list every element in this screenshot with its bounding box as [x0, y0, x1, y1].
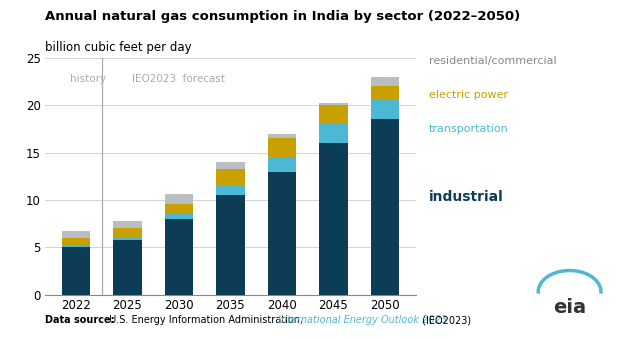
- Text: IEO2023  forecast: IEO2023 forecast: [132, 74, 225, 84]
- Bar: [113, 227, 141, 237]
- Text: billion cubic feet per day: billion cubic feet per day: [45, 41, 191, 54]
- Text: industrial: industrial: [429, 190, 504, 204]
- Bar: [61, 247, 90, 295]
- Bar: [113, 221, 141, 227]
- Bar: [216, 195, 244, 295]
- Bar: [371, 119, 399, 295]
- Bar: [216, 186, 244, 195]
- Bar: [113, 240, 141, 295]
- Bar: [319, 143, 348, 295]
- Bar: [371, 86, 399, 100]
- Bar: [319, 124, 348, 143]
- Bar: [371, 77, 399, 86]
- Text: eia: eia: [553, 298, 586, 317]
- Bar: [113, 237, 141, 240]
- Text: International Energy Outlook 2023: International Energy Outlook 2023: [278, 316, 447, 325]
- Bar: [216, 162, 244, 169]
- Bar: [268, 138, 296, 157]
- Bar: [61, 231, 90, 238]
- Text: U.S. Energy Information Administration,: U.S. Energy Information Administration,: [106, 316, 306, 325]
- Bar: [268, 134, 296, 138]
- Bar: [164, 219, 193, 295]
- Bar: [164, 204, 193, 213]
- Bar: [164, 213, 193, 219]
- Text: (IEO2023): (IEO2023): [419, 316, 471, 325]
- Bar: [319, 103, 348, 105]
- Text: transportation: transportation: [429, 124, 509, 134]
- Bar: [164, 194, 193, 204]
- Text: history: history: [70, 74, 106, 84]
- Text: electric power: electric power: [429, 90, 508, 100]
- Bar: [371, 100, 399, 119]
- Text: residential/commercial: residential/commercial: [429, 56, 556, 66]
- Bar: [268, 157, 296, 172]
- Bar: [61, 238, 90, 245]
- Text: Data source:: Data source:: [45, 316, 115, 325]
- Bar: [61, 245, 90, 247]
- Bar: [216, 169, 244, 186]
- Text: Annual natural gas consumption in India by sector (2022–2050): Annual natural gas consumption in India …: [45, 10, 520, 23]
- Bar: [319, 105, 348, 124]
- Bar: [268, 172, 296, 295]
